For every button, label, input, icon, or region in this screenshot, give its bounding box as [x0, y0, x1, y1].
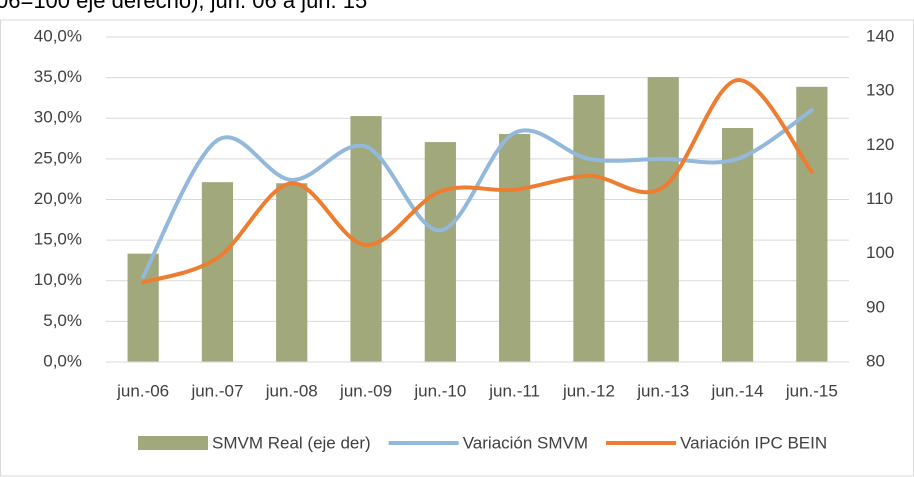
y-tick-label: 35,0% — [34, 67, 82, 86]
chart-title: 06=100 eje derecho), jun. 06 a jun. 15 — [0, 0, 367, 13]
x-tick-label: jun.-15 — [785, 381, 838, 400]
bar — [721, 128, 754, 362]
y2-tick-label: 90 — [866, 297, 885, 316]
x-tick-label: jun.-14 — [711, 381, 764, 400]
bar — [276, 183, 308, 362]
x-tick-label: jun.-12 — [562, 381, 615, 400]
y-tick-label: 5,0% — [43, 311, 82, 330]
bar — [499, 133, 531, 362]
x-tick-label: jun.-06 — [116, 381, 169, 400]
bar — [796, 86, 828, 362]
legend-swatch — [138, 436, 208, 450]
y2-tick-label: 140 — [866, 26, 894, 45]
y2-tick-label: 80 — [866, 351, 885, 370]
line — [141, 108, 814, 279]
y-tick-label: 0,0% — [43, 351, 82, 370]
y-tick-label: 25,0% — [34, 148, 82, 167]
x-tick-label: jun.-10 — [413, 381, 466, 400]
y-tick-label: 15,0% — [34, 230, 82, 249]
y2-tick-label: 120 — [866, 135, 894, 154]
y-tick-label: 10,0% — [34, 270, 82, 289]
bar — [127, 253, 159, 362]
bar — [647, 77, 679, 362]
legend-label: Variación IPC BEIN — [680, 433, 827, 452]
y2-tick-label: 100 — [866, 243, 894, 262]
line — [141, 78, 814, 285]
x-tick-label: jun.-07 — [190, 381, 243, 400]
x-tick-label: jun.-13 — [636, 381, 689, 400]
chart-frame — [0, 19, 914, 477]
x-tick-label: jun.-09 — [339, 381, 392, 400]
bar — [201, 182, 234, 362]
bar — [424, 142, 456, 362]
bar — [573, 94, 605, 362]
y-tick-label: 20,0% — [34, 189, 82, 208]
x-tick-label: jun.-11 — [488, 381, 540, 400]
y2-tick-label: 130 — [866, 81, 894, 100]
legend-label: SMVM Real (eje der) — [212, 433, 371, 452]
y-tick-label: 30,0% — [34, 108, 82, 127]
y2-tick-label: 110 — [866, 189, 893, 208]
y-tick-label: 40,0% — [34, 26, 82, 45]
x-tick-label: jun.-08 — [265, 381, 318, 400]
legend-label: Variación SMVM — [463, 433, 588, 452]
